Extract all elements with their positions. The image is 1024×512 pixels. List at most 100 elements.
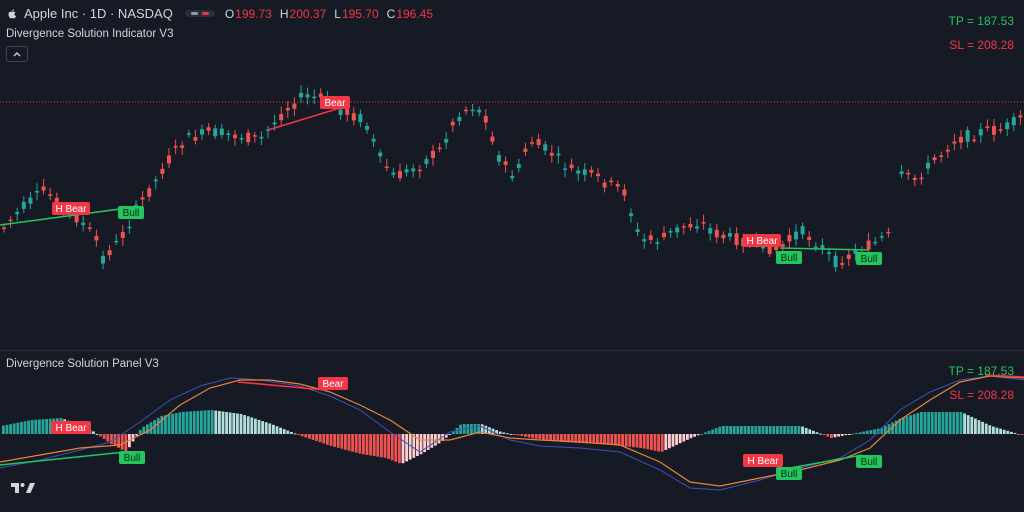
histogram-bar (34, 419, 38, 434)
candle-body (675, 227, 680, 233)
candle-body (272, 122, 277, 125)
candle-body (556, 153, 561, 156)
candle-body (391, 172, 396, 175)
label-text: Bear (324, 98, 346, 109)
histogram-bar (41, 419, 45, 434)
visibility-toggle[interactable] (184, 10, 215, 17)
histogram-bar (308, 434, 311, 439)
histogram-bar (732, 426, 736, 434)
candle-body (477, 109, 482, 113)
histogram-bar (930, 412, 934, 434)
histogram-bar (268, 423, 272, 434)
candle-body (266, 129, 270, 131)
candle-body (972, 139, 977, 142)
histogram-bar (484, 425, 488, 434)
histogram-bar (945, 412, 948, 434)
candle-body (906, 172, 911, 175)
indicator-title[interactable]: Divergence Solution Indicator V3 (6, 28, 174, 40)
candle-body (589, 169, 594, 173)
candle-body (642, 239, 647, 242)
collapse-button[interactable] (6, 46, 28, 62)
oscillator-line (0, 375, 1024, 487)
histogram-bar (423, 434, 426, 453)
histogram-bar (977, 420, 981, 434)
candle-body (292, 103, 297, 109)
histogram-bar (952, 412, 956, 434)
histogram-bar (1013, 432, 1017, 434)
candle-body (992, 126, 996, 135)
candle-body (879, 236, 884, 238)
histogram-bar (466, 424, 470, 434)
label-text: H Bear (55, 204, 87, 215)
candle-body (444, 139, 449, 143)
histogram-bar (664, 434, 668, 450)
candle-body (794, 231, 798, 240)
histogram-bar (988, 425, 992, 434)
histogram-bar (369, 434, 372, 456)
candle-body (886, 231, 891, 234)
histogram-bar (527, 434, 531, 438)
histogram-bar (315, 434, 318, 442)
candle-body (780, 244, 785, 247)
histogram-bar (768, 426, 772, 434)
candle-body (246, 132, 251, 143)
candle-body (952, 141, 957, 144)
histogram-bar (412, 434, 416, 458)
panel-title[interactable]: Divergence Solution Panel V3 (6, 358, 159, 370)
histogram-bar (884, 426, 887, 434)
histogram-bar (138, 429, 142, 434)
histogram-bar (221, 411, 225, 434)
histogram-bar (178, 412, 182, 434)
histogram-bar (848, 434, 851, 435)
candle-body (206, 127, 211, 131)
histogram-bar (657, 434, 660, 452)
histogram-bar (135, 434, 138, 436)
candle-body (629, 213, 633, 216)
candlestick-series (2, 85, 1023, 272)
candle-body (219, 128, 224, 136)
candle-body (926, 162, 930, 169)
label-box (743, 234, 781, 247)
histogram-bar (207, 410, 210, 434)
histogram-bar (250, 417, 254, 434)
sl-label-panel: SL = 208.28 (949, 388, 1014, 402)
histogram-bar (1006, 430, 1010, 434)
candle-body (899, 171, 904, 175)
histogram-bar (920, 412, 923, 434)
histogram-bar (866, 430, 869, 434)
histogram-bar (549, 434, 552, 441)
candle-body (813, 246, 818, 249)
histogram-bar (927, 412, 930, 434)
histogram-bar (923, 412, 927, 434)
candle-body (820, 245, 825, 250)
histogram-bar (621, 434, 624, 447)
candle-body (127, 226, 132, 229)
candle-body (965, 130, 970, 142)
bull-divergence-line (779, 247, 869, 251)
ohlc-key: L (334, 6, 341, 21)
histogram-bar (790, 426, 794, 434)
tradingview-logo-icon[interactable] (10, 480, 36, 496)
histogram-bar (200, 410, 203, 434)
histogram-bar (750, 426, 754, 434)
label-text: Bull (861, 457, 878, 468)
label-box (856, 252, 882, 265)
histogram-bar (491, 428, 495, 434)
histogram-bar (639, 434, 642, 448)
histogram-bar (837, 434, 840, 437)
candle-body (774, 245, 779, 251)
histogram-bar (808, 429, 812, 434)
label-text: Bull (123, 208, 140, 219)
histogram-bar (254, 418, 257, 434)
pane-separator[interactable] (0, 350, 1024, 351)
candle-body (787, 234, 792, 242)
ohlc-key: H (279, 6, 289, 21)
candle-body (87, 227, 92, 229)
candle-body (530, 142, 534, 144)
candle-body (457, 116, 462, 122)
symbol-title[interactable]: Apple Inc · 1D · NASDAQ (24, 6, 173, 21)
histogram-bar (102, 434, 106, 439)
histogram-bar (390, 434, 394, 461)
